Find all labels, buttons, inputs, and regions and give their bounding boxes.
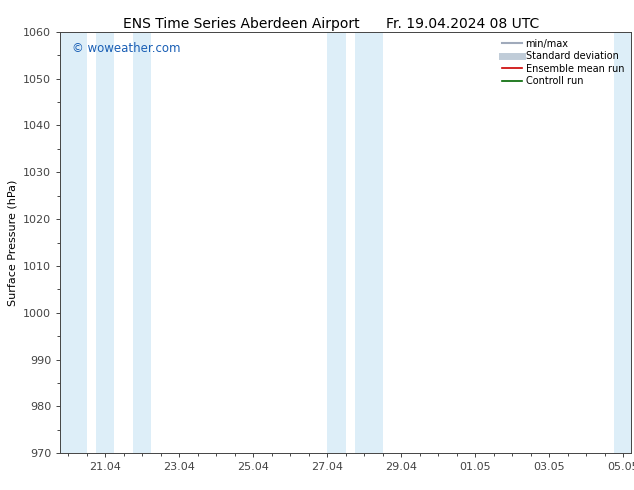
Text: ENS Time Series Aberdeen Airport: ENS Time Series Aberdeen Airport (122, 17, 359, 31)
Bar (614, 32, 631, 453)
Bar (60, 32, 86, 453)
Bar (327, 32, 346, 453)
Legend: min/max, Standard deviation, Ensemble mean run, Controll run: min/max, Standard deviation, Ensemble me… (500, 37, 626, 88)
Bar (96, 32, 114, 453)
Bar (133, 32, 152, 453)
Bar (355, 32, 382, 453)
Text: Fr. 19.04.2024 08 UTC: Fr. 19.04.2024 08 UTC (386, 17, 540, 31)
Y-axis label: Surface Pressure (hPa): Surface Pressure (hPa) (8, 179, 18, 306)
Text: © woweather.com: © woweather.com (72, 43, 180, 55)
